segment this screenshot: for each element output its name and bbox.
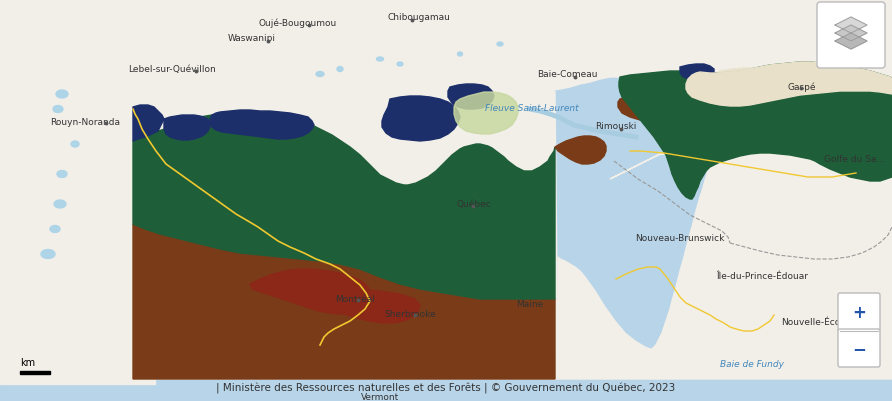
Text: Golfe du Sa...: Golfe du Sa... <box>824 155 886 164</box>
Polygon shape <box>133 112 555 299</box>
Polygon shape <box>294 289 420 323</box>
Polygon shape <box>448 85 494 110</box>
Polygon shape <box>680 65 714 81</box>
Polygon shape <box>250 269 370 314</box>
Text: Québec: Québec <box>457 200 491 209</box>
Polygon shape <box>555 137 606 164</box>
Polygon shape <box>712 69 785 102</box>
Text: Fleuve Saint-Laurent: Fleuve Saint-Laurent <box>485 104 579 113</box>
Polygon shape <box>210 111 314 140</box>
Polygon shape <box>155 45 558 379</box>
Text: +: + <box>852 303 866 321</box>
Ellipse shape <box>53 106 63 113</box>
FancyBboxPatch shape <box>838 329 880 367</box>
Polygon shape <box>0 0 155 384</box>
Polygon shape <box>454 93 518 135</box>
FancyBboxPatch shape <box>838 293 880 331</box>
Polygon shape <box>618 94 682 122</box>
Text: −: − <box>852 339 866 357</box>
Polygon shape <box>835 18 867 34</box>
Ellipse shape <box>376 58 384 62</box>
Polygon shape <box>558 125 892 379</box>
Polygon shape <box>686 63 892 107</box>
Text: Vermont: Vermont <box>361 392 399 401</box>
Text: Waswanipi: Waswanipi <box>228 34 276 43</box>
Polygon shape <box>382 97 460 142</box>
Text: Oujé-Bougoumou: Oujé-Bougoumou <box>259 18 337 27</box>
Ellipse shape <box>316 72 324 77</box>
Text: km: km <box>20 357 35 367</box>
Ellipse shape <box>458 53 462 57</box>
Ellipse shape <box>337 67 343 72</box>
Ellipse shape <box>57 171 67 178</box>
FancyBboxPatch shape <box>817 3 885 69</box>
Text: Baie de Fundy: Baie de Fundy <box>720 359 784 368</box>
Polygon shape <box>620 63 892 182</box>
Text: Sherbrooke: Sherbrooke <box>384 309 436 318</box>
Text: Lebel-sur-Quévillon: Lebel-sur-Quévillon <box>128 65 216 74</box>
Text: Baie-Comeau: Baie-Comeau <box>537 70 598 79</box>
Text: Nouvelle-Écosse: Nouvelle-Écosse <box>780 317 855 326</box>
Polygon shape <box>835 34 867 50</box>
Ellipse shape <box>497 43 503 47</box>
Text: Maine: Maine <box>516 299 543 308</box>
Polygon shape <box>155 0 892 180</box>
Polygon shape <box>164 116 210 141</box>
Ellipse shape <box>41 250 55 259</box>
Text: | Ministère des Ressources naturelles et des Forêts | © Gouvernement du Québec, : | Ministère des Ressources naturelles et… <box>217 382 675 393</box>
Polygon shape <box>133 225 555 379</box>
Ellipse shape <box>397 63 403 67</box>
Ellipse shape <box>50 226 60 233</box>
Polygon shape <box>133 106 164 142</box>
Text: Gaspé: Gaspé <box>788 82 816 91</box>
Ellipse shape <box>71 142 79 148</box>
Text: Chibougamau: Chibougamau <box>387 13 450 22</box>
Text: Nouveau-Brunswick: Nouveau-Brunswick <box>635 233 724 242</box>
Polygon shape <box>619 63 892 200</box>
Ellipse shape <box>56 91 68 99</box>
Text: Île-du-Prince-Édouar: Île-du-Prince-Édouar <box>716 271 808 280</box>
Polygon shape <box>835 26 867 42</box>
Ellipse shape <box>54 200 66 209</box>
Text: Montréal: Montréal <box>335 294 375 303</box>
Text: Rimouski: Rimouski <box>595 122 637 131</box>
Text: Rouyn-Noranda: Rouyn-Noranda <box>50 118 120 127</box>
Bar <box>20 371 50 374</box>
